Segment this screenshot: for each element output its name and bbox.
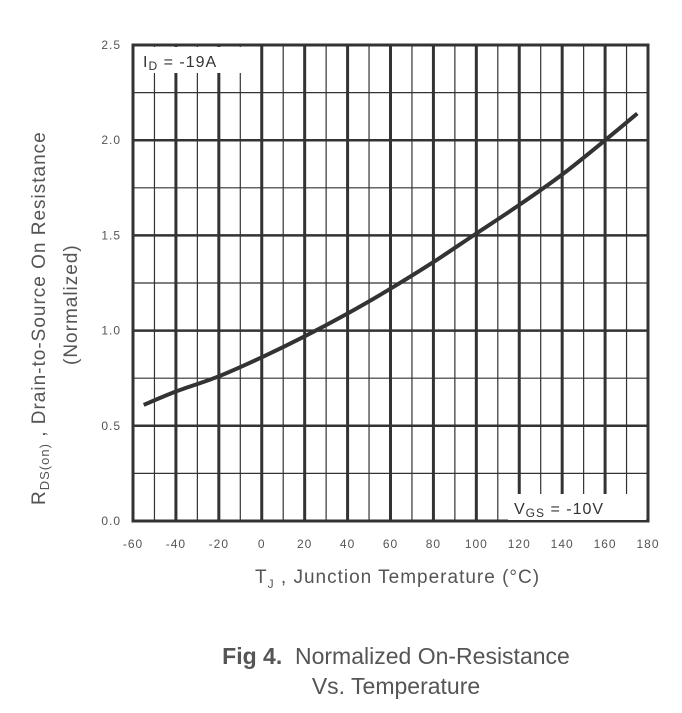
x-tick-label: 100	[465, 537, 488, 551]
x-tick-label: 140	[551, 537, 574, 551]
x-axis-label-sub: J	[268, 577, 275, 591]
x-tick-label: 120	[508, 537, 531, 551]
plot-frame	[131, 43, 650, 523]
x-tick-label: -20	[209, 537, 229, 551]
id-annotation-sub: D	[148, 59, 158, 73]
vgs-annotation-sub: GS	[526, 506, 545, 520]
y-axis-label-sub: DS(on)	[37, 443, 52, 490]
y-axis-label-rest: , Drain-to-Source On Resistance	[29, 131, 50, 443]
y-tick-label: 2.0	[101, 133, 121, 147]
x-axis-label: TJ , Junction Temperature (°C)	[255, 567, 540, 591]
vgs-annotation-main: V	[514, 501, 526, 518]
y-tick-label: 1.5	[101, 228, 121, 242]
x-tick-label: 60	[383, 537, 398, 551]
id-annotation-main: I	[143, 54, 148, 71]
x-tick-labels: -60 -40 -20 0 20 40 60 80 100 120 140 160 180	[123, 537, 659, 551]
figure-title: Normalized On-Resistance	[295, 643, 570, 669]
x-tick-label: -60	[123, 537, 143, 551]
figure-caption-line2: Vs. Temperature	[55, 673, 682, 700]
y-tick-labels: 0.0 0.5 1.0 1.5 2.0 2.5	[101, 38, 121, 528]
id-annotation: ID = -19A	[137, 47, 249, 73]
figure-number: Fig 4.	[222, 643, 283, 669]
figure-caption-line1: Fig 4. Normalized On-Resistance	[55, 643, 682, 670]
vgs-annotation: VGS = -10V	[508, 494, 646, 520]
vgs-annotation-rest: = -10V	[545, 501, 604, 518]
grid	[133, 45, 648, 521]
figure-subtitle: Vs. Temperature	[311, 673, 481, 699]
y-axis-label: RDS(on) , Drain-to-Source On Resistance	[29, 131, 52, 505]
series-line	[142, 111, 639, 407]
x-tick-label: 0	[258, 537, 266, 551]
y-axis-label-main: R	[29, 490, 50, 505]
x-tick-label: -40	[166, 537, 186, 551]
id-annotation-rest: = -19A	[158, 54, 217, 71]
chart-svg: -60 -40 -20 0 20 40 60 80 100 120 140 160 180 0.0 0.5…	[29, 38, 659, 591]
y-tick-label: 0.0	[101, 514, 121, 528]
x-axis-label-rest: , Junction Temperature (°C)	[275, 567, 540, 588]
svg-text:ID = -19A: ID = -19A	[143, 54, 217, 73]
y-tick-label: 0.5	[101, 419, 121, 433]
svg-text:VGS = -10V: VGS = -10V	[514, 501, 604, 520]
x-tick-label: 20	[297, 537, 312, 551]
y-axis-label-normalized: (Normalized)	[61, 244, 82, 365]
x-axis-label-main: T	[255, 567, 268, 588]
x-tick-label: 40	[340, 537, 355, 551]
x-tick-label: 80	[426, 537, 441, 551]
y-tick-label: 1.0	[101, 324, 121, 338]
y-tick-label: 2.5	[101, 38, 121, 52]
x-tick-label: 180	[636, 537, 659, 551]
x-tick-label: 160	[594, 537, 617, 551]
